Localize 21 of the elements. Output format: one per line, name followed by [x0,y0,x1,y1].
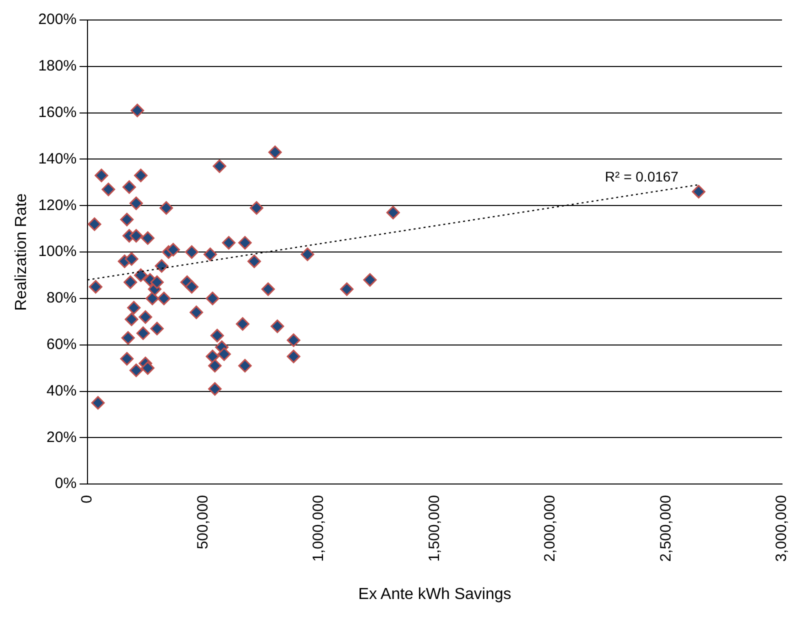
x-tick-label: 2,000,000 [542,495,559,562]
y-tick-label: 200% [38,11,77,28]
y-tick-label: 180% [38,58,77,75]
y-tick-label: 100% [38,243,77,260]
annotation: R² = 0.0167 [604,168,679,185]
y-tick-label: 140% [38,150,77,168]
y-tick-label: 0% [54,475,77,492]
y-tick-label: 80% [46,290,77,307]
y-axis-title: Realization Rate [13,193,30,311]
x-tick-label: 1,500,000 [426,495,443,562]
x-tick-label: 0 [78,495,96,504]
x-axis-title: Ex Ante kWh Savings [358,586,512,603]
y-tick-label: 60% [46,336,77,353]
x-tick-label: 500,000 [194,495,212,550]
y-tick-label: 20% [46,428,77,446]
y-tick-label: 120% [38,196,77,214]
x-tick-label: 2,500,000 [657,495,674,562]
x-tick-label: 3,000,000 [773,495,790,562]
y-tick-label: 160% [38,104,77,121]
x-tick-label: 1,000,000 [310,495,328,562]
y-tick-label: 40% [46,382,77,400]
